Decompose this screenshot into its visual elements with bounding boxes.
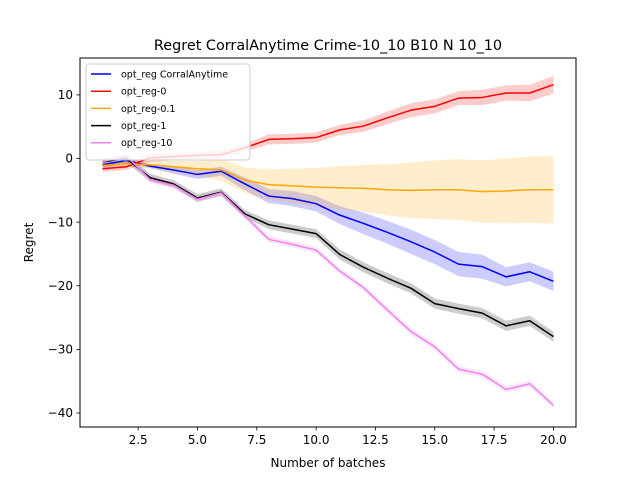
line-opt-reg-0-1 xyxy=(102,162,554,193)
x-tick-label: 7.5 xyxy=(247,433,266,447)
x-tick-label: 17.5 xyxy=(481,433,508,447)
band-opt-reg-10 xyxy=(102,152,554,409)
series-lines xyxy=(102,84,554,406)
band-opt-reg-1 xyxy=(102,154,554,342)
legend-box xyxy=(85,63,251,161)
confidence-bands xyxy=(102,75,554,409)
chart-title: Regret CorralAnytime Crime-10_10 B10 N 1… xyxy=(154,38,502,54)
line-opt-reg-corralanytime xyxy=(102,159,554,283)
y-axis-title: Regret xyxy=(22,222,36,262)
chart-legend: opt_reg CorralAnytime opt_reg-0 opt_reg-0.… xyxy=(85,63,251,161)
band-opt-reg-0-1 xyxy=(102,155,554,224)
legend-label-opt-reg-0-1: opt_reg-0.1 xyxy=(121,104,175,115)
x-tick-label: 10.0 xyxy=(303,433,330,447)
y-tick-label: 0 xyxy=(65,152,73,166)
x-tick-label: 20.0 xyxy=(540,433,567,447)
plot-frame xyxy=(79,57,577,428)
y-tick-label: 10 xyxy=(58,88,73,102)
legend-label-opt-reg-corralanytime: opt_reg CorralAnytime xyxy=(121,69,228,80)
y-tick-label: −10 xyxy=(48,215,73,229)
x-axis-title: Number of batches xyxy=(271,456,386,470)
legend-label-opt-reg-10: opt_reg-10 xyxy=(121,138,172,149)
legend-label-opt-reg-0: opt_reg-0 xyxy=(121,87,166,98)
line-opt-reg-10 xyxy=(102,155,554,406)
band-opt-reg-corralanytime xyxy=(102,157,554,291)
y-tick-label: −40 xyxy=(48,406,73,420)
x-tick-label: 5.0 xyxy=(188,433,207,447)
legend-label-opt-reg-1: opt_reg-1 xyxy=(121,121,166,132)
y-tick-label: −30 xyxy=(48,343,73,357)
x-tick-label: 2.5 xyxy=(129,433,148,447)
y-tick-label: −20 xyxy=(48,279,73,293)
x-axis-ticks: 2.5 5.0 7.5 10.0 12.5 15.0 17.5 20.0 xyxy=(129,427,567,447)
x-tick-label: 12.5 xyxy=(362,433,389,447)
line-opt-reg-1 xyxy=(102,157,554,338)
band-opt-reg-0 xyxy=(102,75,554,172)
y-axis-ticks: 10 0 −10 −20 −30 −40 xyxy=(48,88,80,420)
x-tick-label: 15.0 xyxy=(421,433,448,447)
